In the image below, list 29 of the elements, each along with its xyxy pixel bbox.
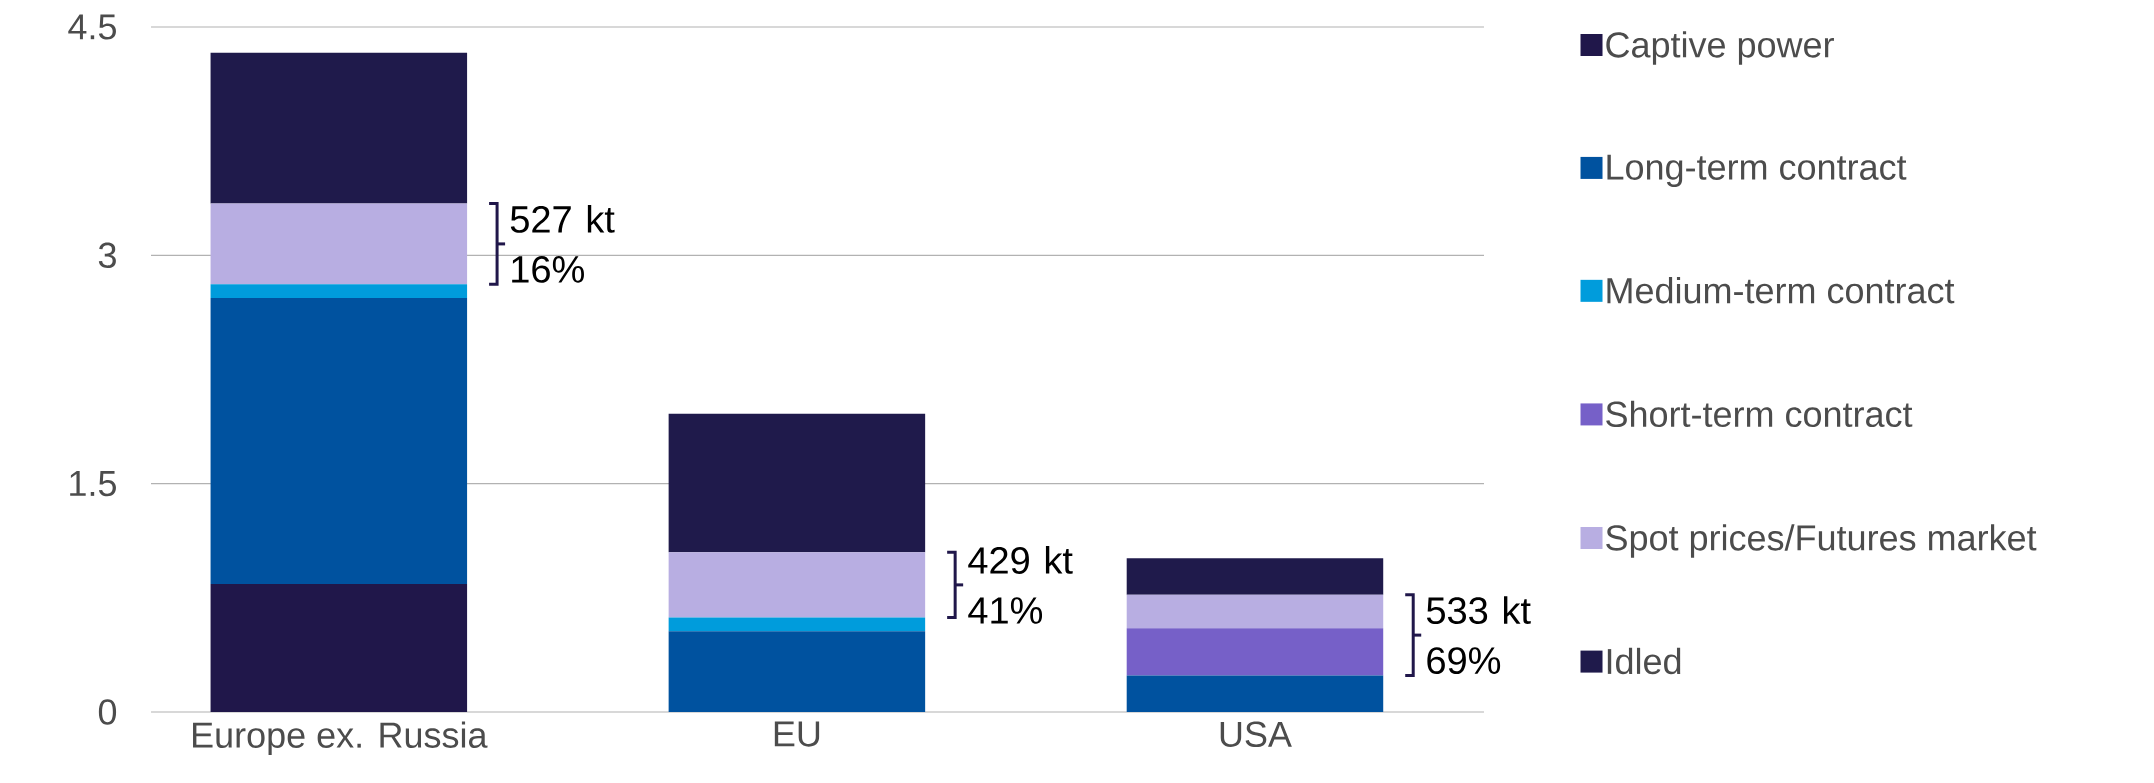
bar — [210, 297, 468, 585]
x-tick-label: EU — [774, 721, 820, 747]
x-tick-label: USA — [1220, 721, 1292, 747]
y-tick-label: 1.5 — [70, 471, 116, 497]
annotation: 527 kt 16% — [510, 204, 615, 283]
legend-label: Spot prices/Futures market — [1606, 524, 2037, 558]
annotation: 429 kt 41% — [968, 546, 1073, 624]
legend-label: Captive power — [1606, 31, 1834, 65]
legend-label: Long-term contract — [1607, 154, 1907, 188]
bar — [1126, 558, 1384, 595]
bar — [1126, 628, 1384, 676]
legend-label: Medium-term contract — [1607, 277, 1955, 304]
bar — [668, 631, 926, 712]
bar — [668, 552, 926, 618]
bar — [668, 617, 926, 632]
legend-label: Short-term contract — [1606, 400, 1913, 428]
annotation: 533 kt 69% — [1426, 596, 1531, 675]
bar — [210, 203, 468, 285]
bar — [668, 413, 926, 553]
y-tick-label: 3 — [98, 242, 116, 269]
legend-label: Idled — [1607, 647, 1681, 675]
bar — [210, 52, 468, 204]
bar — [1126, 594, 1384, 629]
y-tick-label: 0 — [98, 699, 117, 725]
y-tick-label: 4.5 — [68, 14, 116, 40]
bar — [1126, 675, 1384, 712]
bar — [210, 584, 468, 712]
bar — [210, 284, 468, 298]
x-tick-label: Europe ex. Russia — [193, 721, 488, 756]
